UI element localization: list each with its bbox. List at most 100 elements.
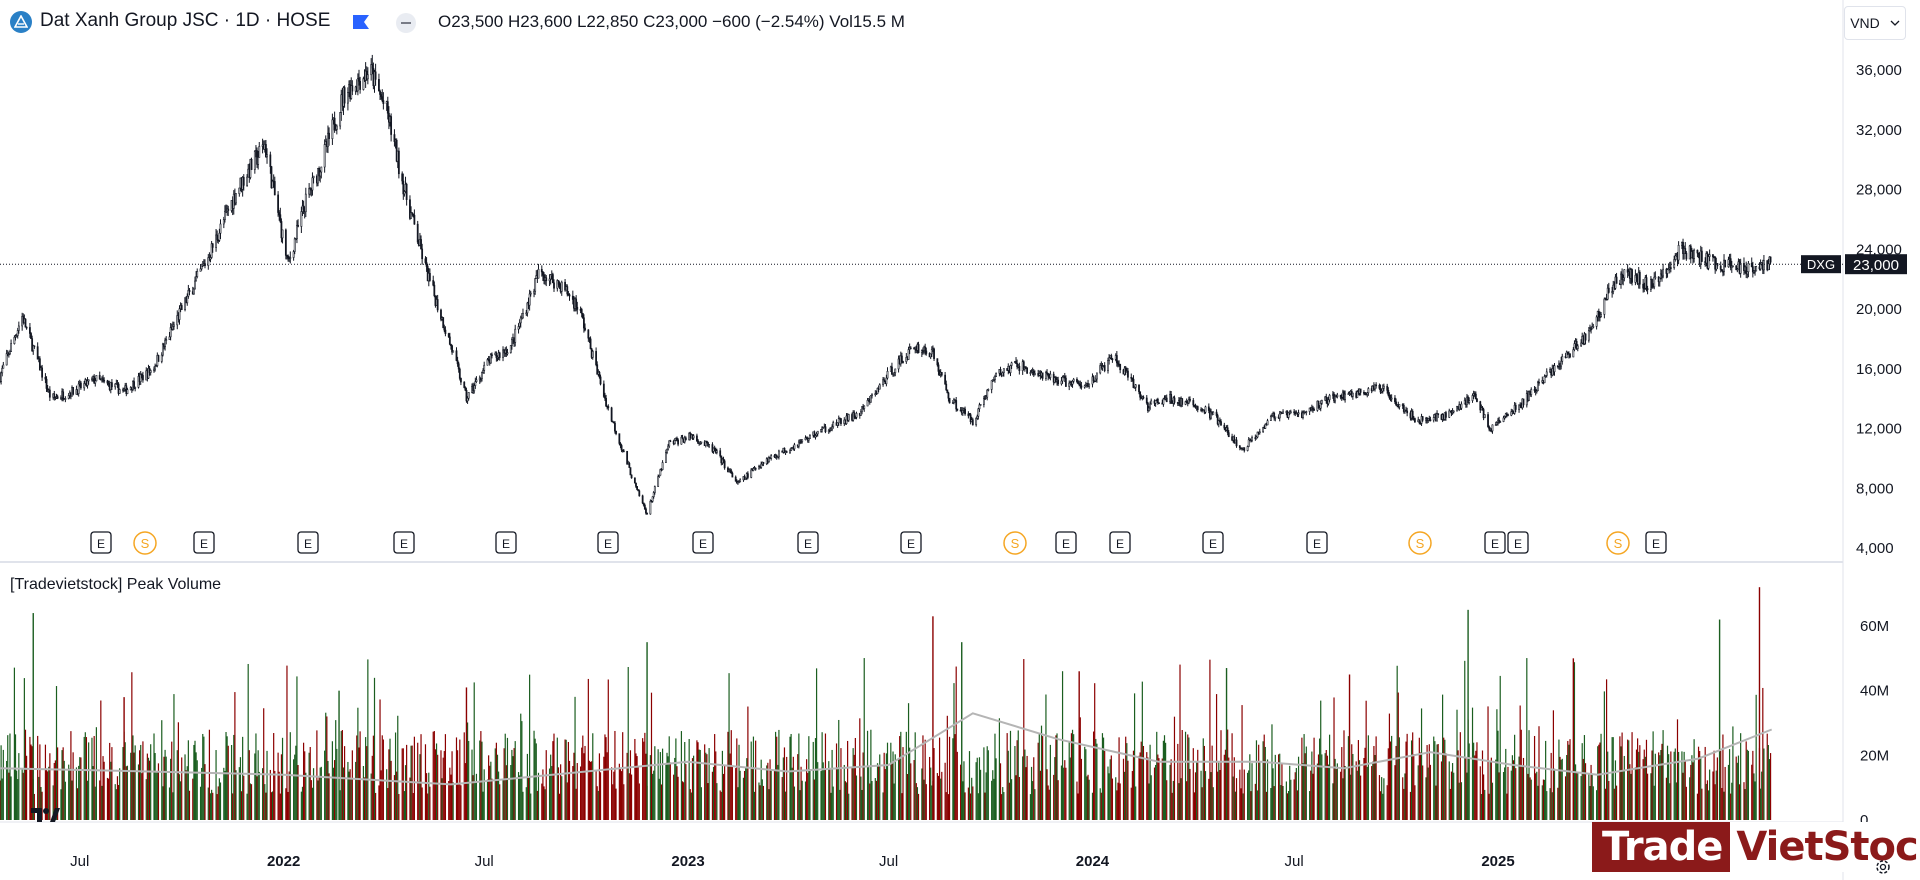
candle-body (1148, 407, 1150, 411)
volume-bar (304, 751, 306, 820)
volume-bar (715, 751, 717, 820)
volume-bar (752, 736, 755, 820)
volume-bar (474, 782, 476, 820)
volume-bar (1294, 772, 1296, 820)
volume-bar (1769, 753, 1772, 820)
candle-body (1029, 372, 1032, 374)
candle-body (730, 470, 733, 474)
volume-bar (1094, 683, 1096, 820)
volume-bar (378, 785, 380, 820)
volume-bar (573, 752, 575, 820)
volume-bar (310, 780, 312, 820)
candle-body (1449, 410, 1452, 413)
earnings-event-label: E (1491, 537, 1499, 551)
volume-bar (553, 733, 555, 820)
volume-bar (971, 777, 973, 820)
volume-bar (529, 674, 531, 820)
candle-body (1623, 269, 1626, 279)
volume-bar (513, 748, 515, 820)
candle-body (106, 380, 109, 384)
volume-bar (212, 792, 214, 820)
volume-bar (1444, 739, 1446, 820)
volume-bar (455, 737, 458, 820)
volume-bar (1442, 694, 1444, 820)
candle-body (1119, 363, 1122, 371)
volume-bar (1007, 750, 1009, 820)
candle-body (545, 277, 548, 282)
candle-body (681, 436, 684, 440)
settings-gear-icon[interactable] (1874, 858, 1892, 876)
volume-bar (620, 771, 623, 820)
candle-body (168, 336, 171, 340)
volume-bar (931, 785, 933, 820)
candle-body (1712, 254, 1714, 258)
time-tick-label: Jul (1285, 853, 1304, 870)
volume-bar (1417, 765, 1419, 820)
volume-bar (350, 778, 352, 820)
volume-bar (712, 766, 715, 820)
volume-bar (273, 733, 275, 820)
volume-bar (114, 784, 116, 820)
symbol-title[interactable]: Dat Xanh Group JSC · 1D · HOSE (40, 10, 331, 31)
candle-body (522, 312, 524, 319)
candle-body (614, 422, 616, 432)
candle-body (1418, 419, 1421, 424)
volume-bar (1146, 752, 1148, 820)
volume-bar (638, 783, 640, 820)
volume-bar (543, 786, 545, 820)
collapse-icon[interactable] (396, 13, 416, 33)
volume-bar (1069, 757, 1071, 820)
volume-bar (556, 737, 558, 820)
candle-body (60, 397, 62, 400)
volume-bar (180, 781, 182, 820)
volume-bar (1287, 790, 1290, 820)
volume-bar (909, 747, 911, 820)
volume-bar (24, 729, 27, 820)
volume-bar (1042, 736, 1044, 820)
candle-body (969, 414, 972, 422)
volume-bar (722, 773, 725, 820)
flag-icon[interactable] (352, 14, 370, 30)
volume-bar (1449, 788, 1451, 820)
volume-bar (1507, 766, 1509, 820)
volume-bar (1332, 783, 1334, 820)
candle-body (564, 281, 566, 291)
candle-body (30, 333, 32, 339)
candle-body (1131, 377, 1134, 380)
volume-bar (1293, 779, 1295, 820)
candle-body (1652, 286, 1655, 289)
time-axis[interactable]: Jul2022Jul2023Jul2024Jul2025Jul (70, 853, 1708, 870)
volume-bar (1262, 741, 1264, 820)
currency-select[interactable]: VND (1844, 6, 1906, 40)
volume-bar (526, 753, 529, 820)
symbol-logo-icon (10, 11, 32, 33)
candle-body (1009, 365, 1012, 373)
candle-body (1348, 393, 1351, 395)
candle-body (432, 280, 435, 286)
volume-bar (203, 736, 205, 820)
volume-bar (473, 682, 475, 820)
volume-bar (1079, 717, 1081, 820)
candle-body (1015, 360, 1017, 364)
volume-bar (768, 789, 770, 820)
volume-bar (766, 765, 768, 820)
candle-body (1001, 372, 1004, 377)
candle-body (1327, 399, 1330, 405)
volume-bar (1553, 768, 1556, 820)
volume-bar (707, 783, 709, 820)
volume-bar (1285, 781, 1287, 820)
candle-body (416, 223, 419, 243)
volume-bar (550, 754, 552, 820)
candle-body (1394, 397, 1396, 403)
volume-bar (1473, 742, 1475, 820)
volume-bar (207, 787, 209, 820)
volume-bar (482, 791, 484, 820)
candle-body (429, 273, 431, 281)
price-axis[interactable]: 4,0008,00012,00016,00020,00024,00028,000… (1856, 62, 1902, 557)
price-tick-label: 20,000 (1856, 301, 1902, 318)
volume-bar (1592, 786, 1594, 820)
candle-body (961, 410, 964, 414)
